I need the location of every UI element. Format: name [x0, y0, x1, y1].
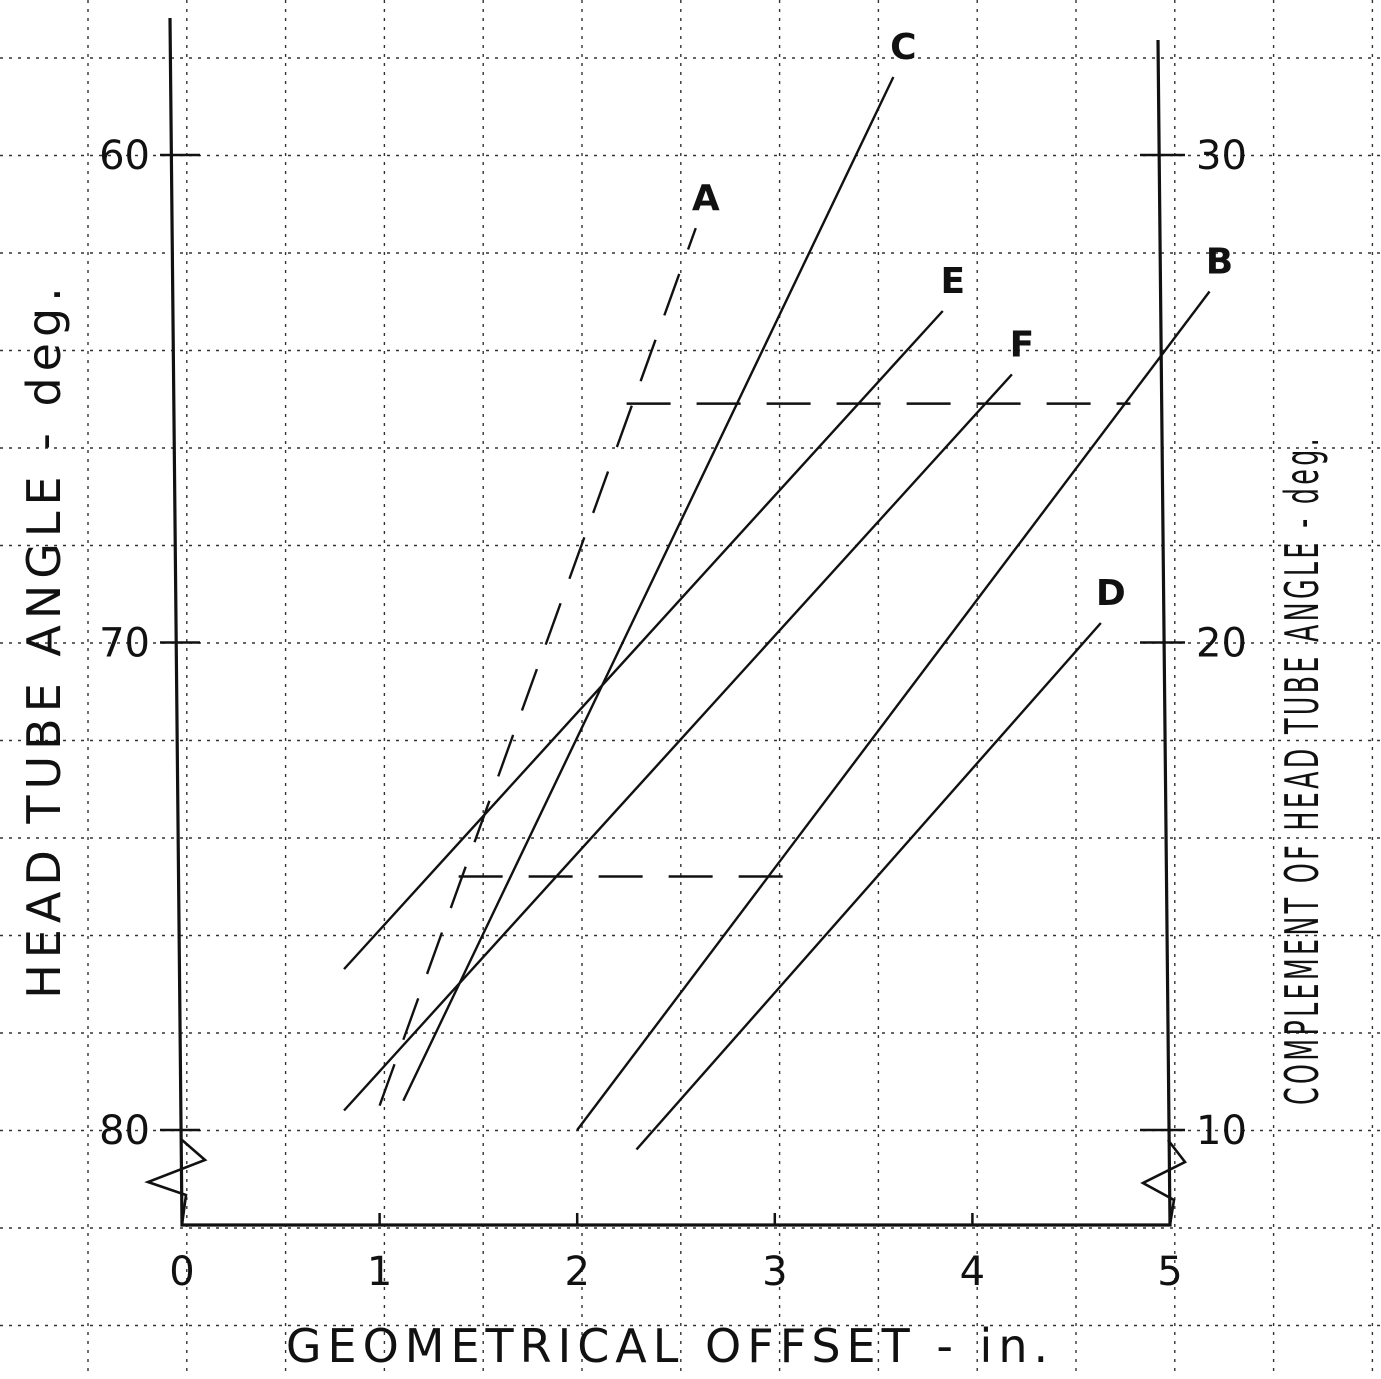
series-lines: A C E F B D [343, 27, 1233, 1151]
right-y-axis-title: COMPLEMENT OF HEAD TUBE ANGLE - deg. [1275, 435, 1329, 1105]
series-line-b [576, 290, 1211, 1131]
x-tick-label: 0 [169, 1249, 194, 1295]
left-y-tick-label: 80 [99, 1108, 150, 1154]
right-y-tick-label: 10 [1196, 1108, 1247, 1154]
right-y-tick-label: 20 [1196, 621, 1247, 667]
series-label-c: C [890, 27, 916, 68]
series-line-d [635, 622, 1102, 1151]
labels: GEOMETRICAL OFFSET - in. HEAD TUBE ANGLE… [17, 281, 1329, 1373]
x-tick-label: 3 [762, 1249, 787, 1295]
ticks: 0 1 2 3 4 5 60 70 80 30 20 10 [99, 133, 1247, 1295]
series-line-f [343, 373, 1013, 1112]
left-axis-break [144, 1139, 208, 1226]
x-tick-label: 4 [960, 1249, 985, 1295]
reference-lines [458, 402, 1131, 878]
x-tick-label: 5 [1157, 1249, 1182, 1295]
x-tick-label: 2 [564, 1249, 589, 1295]
series-label-a: A [692, 178, 720, 219]
series-line-e [343, 310, 944, 970]
right-axis-break [1140, 1139, 1187, 1226]
left-y-axis-title: HEAD TUBE ANGLE - deg. [17, 281, 71, 999]
right-y-tick-label: 30 [1196, 133, 1247, 179]
series-label-e: E [940, 261, 965, 302]
series-line-a [378, 227, 697, 1107]
series-line-c [402, 76, 895, 1102]
left-axis [168, 17, 1172, 1227]
series-label-b: B [1206, 242, 1233, 283]
left-y-tick-label: 60 [99, 133, 150, 179]
x-tick-label: 1 [367, 1249, 392, 1295]
axes [144, 17, 1187, 1227]
left-y-tick-label: 70 [99, 621, 150, 667]
x-axis-title: GEOMETRICAL OFFSET - in. [286, 1319, 1054, 1373]
series-label-d: D [1096, 573, 1126, 614]
series-label-f: F [1010, 324, 1035, 365]
